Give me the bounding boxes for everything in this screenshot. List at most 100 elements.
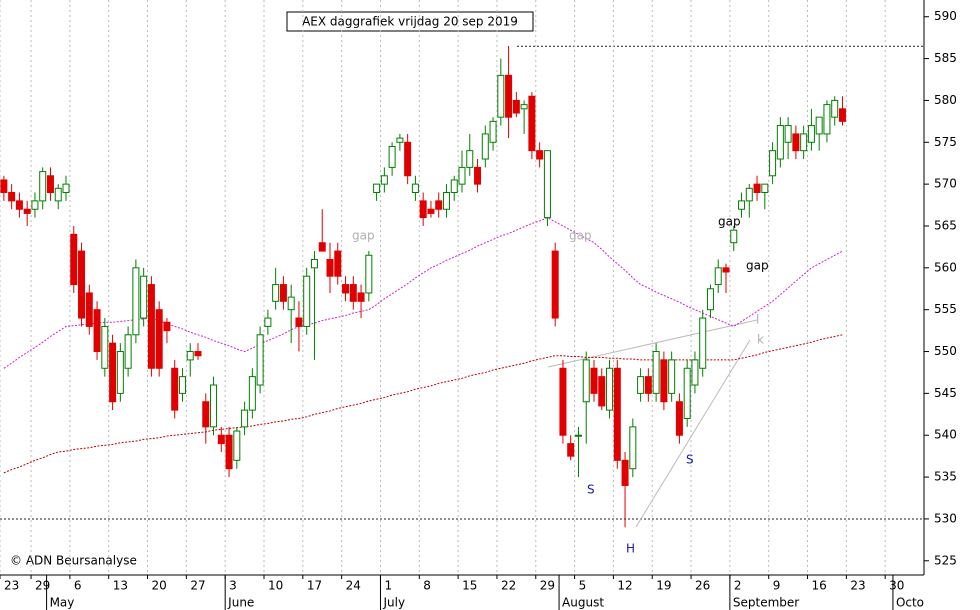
y-tick-label: 590 [934,9,957,23]
candle-body [613,367,621,461]
y-tick-label: 545 [934,386,957,400]
candle-body [505,74,513,118]
candle-body [287,296,295,311]
candle-body [310,258,318,269]
candle-body [210,384,218,428]
candle-body [388,145,396,168]
candle-body [807,125,815,143]
candle-body [264,317,272,327]
candle-body [738,200,746,210]
candle-body [644,376,652,394]
x-tick-label: 19 [656,579,671,593]
month-label: August [562,596,604,610]
candle-body [39,171,47,202]
candle-body [745,187,753,202]
candle-body [815,116,823,135]
candle-body [78,250,86,319]
annotation: S [686,453,694,467]
x-tick-label: 20 [152,579,167,593]
candle-body [85,292,93,327]
x-tick-label: 5 [579,579,587,593]
candle-body [590,367,598,394]
candle-body [823,104,831,135]
candle-body [256,334,264,386]
month-label: July [382,596,405,610]
candle-body [404,141,412,177]
x-tick-label: 17 [307,579,322,593]
candle-body [474,166,482,185]
candle-body [163,321,171,332]
candle-body [660,359,668,403]
candle-body [722,267,730,273]
candle-body [769,150,777,177]
source: © ADN Beursanalyse [10,554,137,568]
candle-body [489,120,497,143]
candle-body [349,284,357,302]
candle-body [15,200,23,210]
candle-body [784,125,792,143]
candle-body [543,150,551,219]
candle-body [776,125,784,160]
candle-body [621,459,629,486]
y-tick-label: 535 [934,470,957,484]
y-tick-label: 540 [934,428,957,442]
candle-body [46,175,54,194]
candle-body [178,376,186,394]
candle-body [792,133,800,152]
candle-body [70,233,78,286]
y-tick-label: 530 [934,511,957,525]
candle-body [202,401,210,428]
candle-body [458,166,466,185]
month-label: September [733,596,799,610]
y-tick-label: 560 [934,260,957,274]
candle-body [116,351,124,394]
candle-body [194,351,202,357]
candle-body [606,367,614,411]
candle-body [714,267,722,286]
candle-body [753,183,761,194]
x-tick-label: 26 [695,579,710,593]
candle-body [140,275,148,319]
annotation: k [757,333,764,347]
candle-body [419,200,427,219]
y-tick-label: 575 [934,135,957,149]
candle-body [303,275,311,327]
candle-body [699,317,707,369]
x-tick-label: 29 [540,579,555,593]
x-tick-label: 3 [229,579,237,593]
candle-body [567,443,575,457]
candle-body [225,434,233,470]
candle-body [450,179,458,194]
candle-body [551,250,559,319]
annotation: gap [746,259,769,273]
candle-body [31,200,39,210]
y-tick-label: 570 [934,177,957,191]
candle-body [248,376,256,411]
candle-body [380,175,388,185]
candle-body [357,292,365,302]
x-tick-label: 23 [4,579,19,593]
y-tick-label: 550 [934,344,957,358]
chart-title: AEX daggrafiek vrijdag 20 sep 2019 [302,15,518,29]
candle-body [109,342,117,403]
candle-body [512,99,520,114]
candle-body [691,359,699,386]
x-tick-label: 15 [462,579,477,593]
candle-body [582,359,590,403]
candle-body [272,284,280,302]
annotation: H [626,542,635,556]
month-label: June [227,596,254,610]
candle-body [0,179,8,194]
candle-body [318,242,326,252]
candle-body [675,401,683,436]
candle-body [497,74,505,118]
candle-body [637,376,645,394]
candle-body [124,334,132,369]
annotation: gap [569,229,592,243]
candle-body [93,309,101,353]
x-tick-label: 2 [734,579,742,593]
candle-body [155,309,163,369]
candle-body [147,284,155,369]
